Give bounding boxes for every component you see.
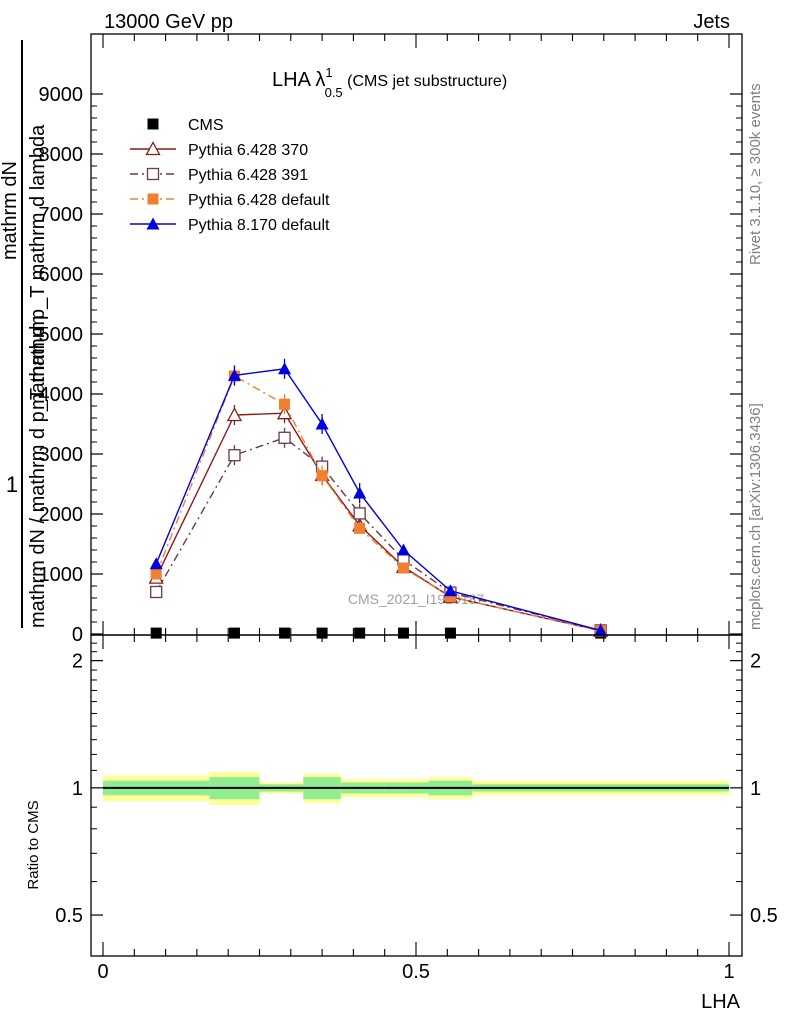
y-tick-label: 6000 — [39, 264, 84, 286]
ratio-y-tick-label: 1 — [72, 778, 83, 800]
legend-marker — [147, 193, 159, 205]
data-point — [316, 470, 328, 482]
legend: CMS Pythia 6.428 370 Pythia 6.428 391 Pythi… — [130, 117, 330, 234]
legend-marker — [146, 167, 160, 181]
y-tick-label: 7000 — [39, 204, 84, 226]
legend-entry: Pythia 6.428 370 — [130, 141, 308, 159]
x-axis-label: LHA — [701, 991, 741, 1013]
data-point — [227, 368, 241, 381]
series-line — [155, 374, 601, 632]
data-point — [279, 627, 291, 639]
legend-label: Pythia 6.428 default — [188, 192, 330, 209]
analysis-watermark: CMS_2021_I1920187 — [348, 591, 484, 607]
ratio-y-tick-label: 2 — [72, 651, 83, 673]
ratio-axes: 0 0.5 1 0.5 0.5 1 1 2 2 — [55, 635, 778, 983]
data-point — [444, 591, 456, 603]
legend-marker — [146, 217, 160, 230]
y-tick-label: 5000 — [39, 324, 84, 346]
plot-title-main: LHA λ — [272, 69, 325, 91]
data-point — [443, 584, 457, 597]
data-point — [397, 562, 409, 574]
x-tick-label: 0 — [97, 961, 108, 983]
legend-label: Pythia 8.170 default — [188, 217, 330, 234]
y-label-numerator: mathrm dN — [0, 161, 21, 260]
legend-marker — [147, 118, 159, 130]
y-tick-label: 9000 — [39, 84, 84, 106]
ratio-bands — [103, 772, 729, 806]
header-energy-label: 13000 GeV pp — [104, 11, 233, 33]
header-process-label: Jets — [693, 11, 730, 33]
y-tick-label: 1000 — [39, 564, 84, 586]
data-point — [316, 627, 328, 639]
x-tick-label: 0.5 — [402, 961, 430, 983]
series-line — [155, 412, 601, 632]
legend-label: Pythia 6.428 370 — [188, 142, 308, 159]
ratio-y-tick-label: 0.5 — [55, 905, 83, 927]
data-point — [397, 627, 409, 639]
y-tick-label: 2000 — [39, 504, 84, 526]
watermark-group: CMS_2021_I1920187 — [348, 591, 484, 607]
plot-title-suffix: (CMS jet substructure) — [343, 73, 507, 90]
legend-label: CMS — [188, 117, 224, 134]
ratio-y-tick-label-right: 1 — [750, 778, 761, 800]
data-point — [228, 627, 240, 639]
main-axes: 0 1000 2000 3000 4000 5000 6000 7000 8000 9000 — [39, 34, 742, 646]
series-cms — [150, 627, 607, 639]
data-point — [353, 507, 366, 520]
plot-title: LHA λ1 0.5 (CMS jet substructure) — [272, 65, 507, 100]
data-point — [594, 623, 608, 636]
data-point — [354, 522, 366, 534]
ratio-y-tick-label-right: 2 — [750, 651, 761, 673]
y-tick-label: 0 — [72, 624, 83, 646]
series-line — [155, 437, 601, 632]
plot-title-sub: 0.5 — [325, 85, 343, 100]
data-point — [279, 398, 291, 410]
y-tick-label: 8000 — [39, 144, 84, 166]
y-tick-label: 3000 — [39, 444, 84, 466]
data-point — [315, 417, 329, 430]
data-point — [150, 585, 163, 599]
legend-entry: CMS — [147, 117, 224, 134]
legend-label: Pythia 6.428 391 — [188, 167, 308, 184]
data-point — [150, 627, 162, 639]
y-label-denominator2: mathrm d p_T mathrm d lambda — [27, 124, 49, 410]
main-series — [148, 358, 609, 639]
mcplots-label: mcplots.cern.ch [arXiv:1306.3436] — [747, 403, 764, 630]
data-point — [226, 407, 243, 422]
data-point — [354, 627, 366, 639]
main-y-axis-label: 1 mathrm dN / mathrm d p_T mathrm mathrm… — [0, 40, 49, 628]
x-tick-label: 1 — [723, 961, 734, 983]
data-point — [278, 431, 291, 444]
ratio-y-tick-label-right: 0.5 — [750, 905, 778, 927]
data-point — [228, 449, 241, 462]
data-point — [278, 362, 292, 375]
series-pythia-8-170-default — [149, 358, 608, 636]
y-label-denominator: mathrm dN / mathrm d p_T mathrm — [27, 315, 49, 628]
data-point — [150, 568, 162, 580]
plot-title-sup: 1 — [325, 65, 332, 80]
series-line — [155, 368, 601, 632]
data-point — [396, 543, 410, 556]
data-point — [353, 486, 367, 499]
data-point — [149, 557, 163, 570]
legend-marker — [145, 141, 161, 156]
rivet-version-label: Rivet 3.1.10, ≥ 300k events — [747, 83, 764, 265]
legend-entry: Pythia 6.428 391 — [130, 167, 308, 184]
y-tick-label: 4000 — [39, 384, 84, 406]
legend-entry: Pythia 6.428 default — [130, 192, 330, 209]
data-point — [444, 627, 456, 639]
y-label-one: 1 — [6, 472, 18, 497]
ratio-y-axis-label: Ratio to CMS — [25, 800, 42, 889]
legend-entry: Pythia 8.170 default — [130, 217, 330, 234]
